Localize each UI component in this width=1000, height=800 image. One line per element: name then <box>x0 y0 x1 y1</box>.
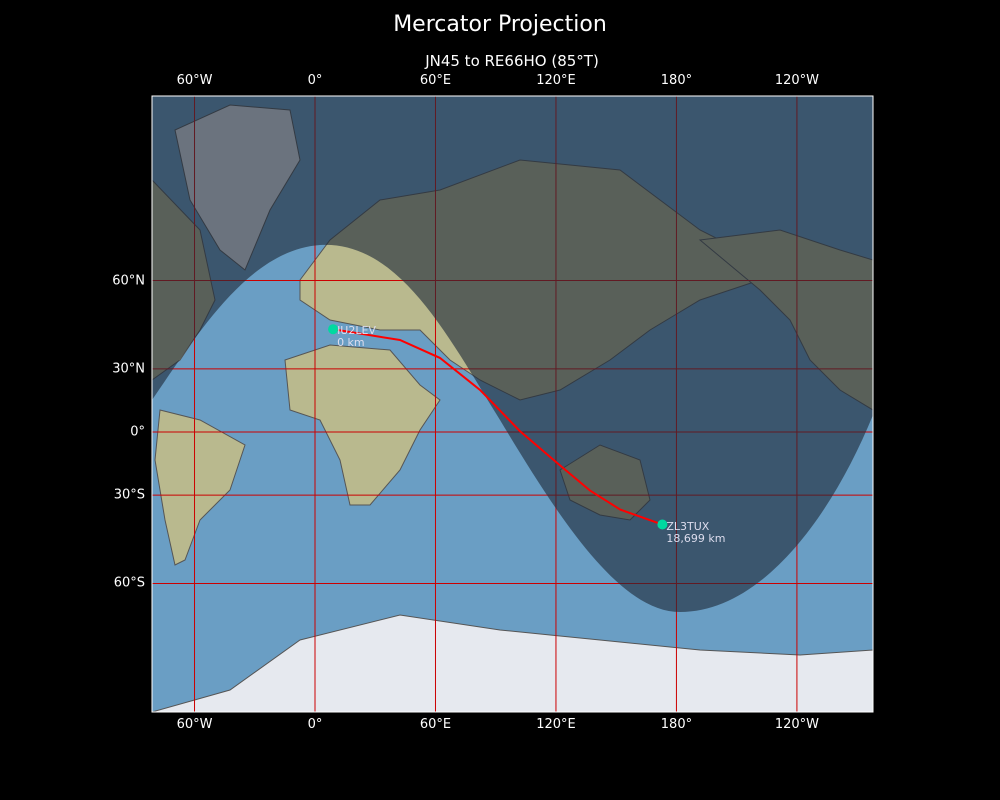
x-tick-label-bottom: 60°W <box>176 717 213 732</box>
y-tick-label: 30°N <box>112 361 145 377</box>
x-tick-label-top: 60°E <box>419 73 452 88</box>
y-tick-label: 0° <box>130 424 145 440</box>
y-tick-label: 30°S <box>113 487 145 503</box>
end-station-label-distance: 18,699 km <box>666 531 726 545</box>
night-shade <box>152 96 873 612</box>
x-tick-label-bottom: 60°E <box>419 717 452 732</box>
x-tick-label-bottom: 120°W <box>774 717 819 732</box>
x-tick-label-bottom: 120°E <box>536 717 576 732</box>
x-tick-label-bottom: 0° <box>307 717 323 732</box>
x-tick-label-top: 0° <box>307 73 323 88</box>
start-station-label-call: IU2LEV <box>337 324 376 338</box>
great-circle-path <box>332 328 663 526</box>
start-station-label-distance: 0 km <box>337 336 365 350</box>
start-station-marker <box>328 324 339 335</box>
land-africa <box>284 344 441 506</box>
end-station-marker <box>657 519 668 530</box>
map-frame <box>151 95 874 713</box>
land-antarctica <box>152 614 873 712</box>
map-subtitle: JN45 to RE66HO (85°T) <box>425 52 599 70</box>
y-tick-label: 60°S <box>113 575 145 591</box>
end-station-label-call: ZL3TUX <box>666 519 710 533</box>
y-tick-label: 60°N <box>112 273 145 289</box>
x-tick-label-top: 60°W <box>176 73 213 88</box>
x-tick-label-top: 120°E <box>536 73 576 88</box>
x-tick-label-top: 180° <box>660 73 693 88</box>
figure-title: Mercator Projection <box>393 12 607 37</box>
x-tick-label-bottom: 180° <box>660 717 693 732</box>
x-tick-label-top: 120°W <box>774 73 819 88</box>
